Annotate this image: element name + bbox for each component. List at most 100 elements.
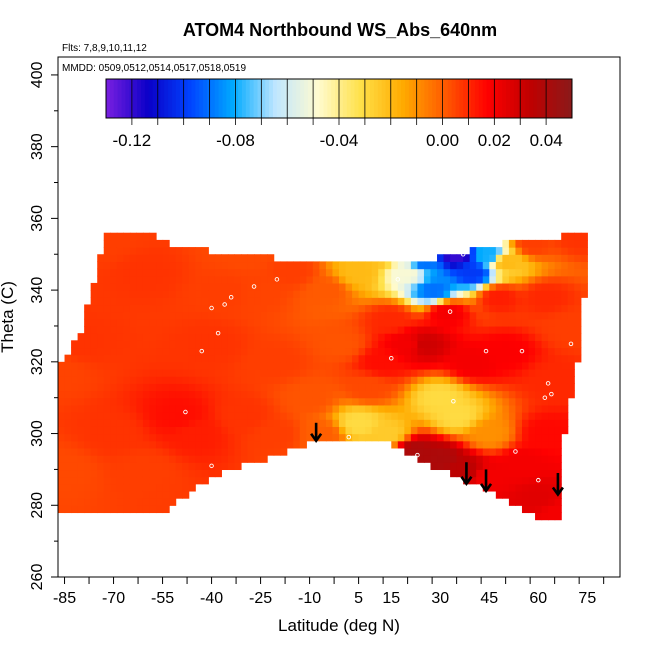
colorbar-segment — [467, 79, 472, 118]
heat-cell — [149, 232, 157, 241]
heat-cell — [535, 318, 543, 327]
heat-cell — [201, 404, 209, 413]
heat-cell — [195, 290, 203, 298]
heat-cell — [378, 325, 386, 334]
heat-cell — [306, 261, 314, 270]
heat-cell — [384, 347, 392, 356]
heat-cell — [495, 397, 503, 406]
heat-cell — [469, 455, 477, 463]
heat-cell — [541, 412, 549, 420]
heat-cell — [463, 383, 471, 392]
heat-cell — [77, 369, 85, 377]
heat-cell — [214, 412, 222, 420]
heat-cell — [332, 333, 340, 341]
heat-cell — [430, 261, 438, 270]
heat-cell — [110, 433, 118, 442]
heat-cell — [450, 369, 458, 377]
heat-cell — [332, 290, 340, 298]
heat-cell — [404, 290, 412, 298]
heat-cell — [489, 311, 497, 320]
heat-cell — [280, 325, 288, 334]
heat-cell — [423, 404, 432, 413]
heat-cell — [267, 325, 275, 334]
heat-cell — [58, 426, 66, 435]
heat-cell — [201, 247, 209, 255]
heat-cell — [280, 347, 288, 356]
heat-cell — [378, 275, 386, 284]
heat-cell — [515, 297, 523, 306]
heat-cell — [77, 490, 85, 499]
heat-cell — [110, 333, 118, 341]
heat-cell — [345, 297, 353, 306]
heat-cell — [554, 318, 562, 327]
heat-cell — [71, 354, 79, 363]
heat-cell — [495, 447, 503, 456]
sample-point — [549, 391, 554, 397]
heat-cell — [136, 483, 144, 492]
heat-cell — [195, 254, 203, 263]
heat-cell — [345, 340, 353, 349]
heat-cell — [260, 318, 268, 327]
heat-cell — [129, 419, 138, 427]
heat-cell — [254, 376, 262, 384]
heat-cell — [97, 440, 105, 449]
heat-cell — [345, 268, 353, 277]
heat-cell — [182, 483, 190, 492]
heat-cell — [208, 340, 216, 349]
heat-cell — [156, 239, 164, 248]
heat-cell — [188, 275, 196, 284]
heat-cell — [515, 483, 523, 492]
heat-cell — [299, 426, 307, 435]
heat-cell — [97, 455, 105, 463]
heat-cell — [574, 354, 582, 363]
colorbar-segment — [377, 79, 383, 118]
heat-cell — [156, 268, 164, 277]
heat-cell — [508, 490, 517, 499]
heat-cell — [332, 404, 340, 413]
heat-cell — [254, 361, 262, 370]
heat-cell — [299, 390, 307, 399]
heat-cell — [221, 325, 229, 334]
heat-cell — [201, 304, 209, 313]
heat-cell — [469, 390, 477, 399]
heat-cell — [149, 376, 157, 384]
heat-cell — [417, 426, 425, 435]
heat-cell — [574, 333, 582, 341]
x-tick-label: -10 — [298, 590, 321, 607]
heat-cell — [430, 455, 438, 463]
heat-cell — [123, 369, 131, 377]
heat-cell — [84, 340, 92, 349]
heat-cell — [64, 433, 72, 442]
colorbar-segment — [195, 79, 200, 118]
heat-cell — [535, 275, 543, 284]
heat-cell — [391, 383, 399, 392]
heat-cell — [378, 347, 386, 356]
heat-cell — [175, 390, 183, 399]
heat-cell — [208, 390, 216, 399]
heat-cell — [195, 340, 203, 349]
heat-cell — [548, 490, 556, 499]
heat-cell — [495, 297, 503, 306]
heat-cell — [293, 311, 301, 320]
heat-cell — [345, 433, 353, 442]
heat-cell — [162, 498, 170, 506]
heat-cell — [325, 304, 334, 313]
heat-cell — [260, 426, 268, 435]
heat-cell — [410, 426, 419, 435]
heat-cell — [508, 333, 517, 341]
heat-cell — [142, 361, 151, 370]
heat-cell — [554, 412, 562, 420]
heat-cell — [391, 354, 399, 363]
heat-cell — [182, 490, 190, 499]
heat-cell — [136, 476, 144, 485]
heat-cell — [515, 397, 523, 406]
heat-cell — [541, 447, 549, 456]
colorbar-segment — [323, 79, 328, 118]
heat-cell — [410, 390, 419, 399]
heat-cell — [450, 282, 458, 291]
heat-cell — [391, 440, 399, 449]
heat-cell — [64, 376, 72, 384]
heat-cell — [227, 440, 236, 449]
colorbar-segment — [148, 79, 154, 118]
heat-cell — [574, 232, 582, 241]
